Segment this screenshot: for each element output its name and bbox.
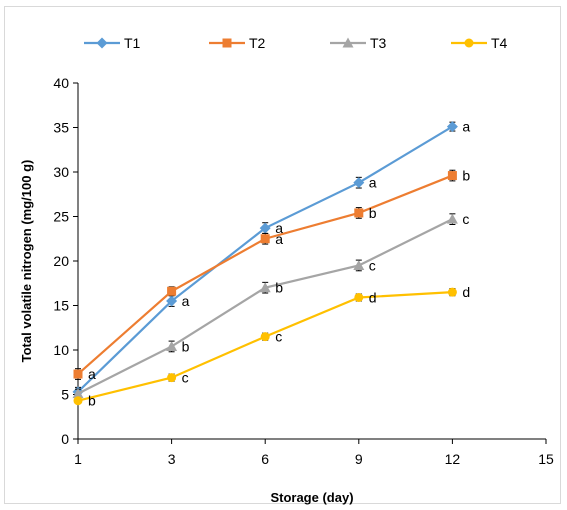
legend-label: T3 xyxy=(370,35,387,51)
legend-marker xyxy=(96,37,108,49)
significance-label: b xyxy=(88,393,96,409)
legend-marker xyxy=(222,38,232,48)
data-point-t1 xyxy=(446,121,458,133)
x-tick-label: 3 xyxy=(168,451,176,467)
legend: T1 T2 T3 T4 xyxy=(84,35,508,51)
data-point-t1 xyxy=(353,177,365,189)
significance-label: a xyxy=(275,220,283,236)
x-tick-label: 9 xyxy=(355,451,363,467)
data-point-t4 xyxy=(260,332,270,342)
significance-label: d xyxy=(369,289,377,305)
significance-label: d xyxy=(462,284,470,300)
data-point-t3 xyxy=(353,259,365,270)
y-tick-label: 0 xyxy=(61,431,69,447)
significance-label: a xyxy=(88,366,96,382)
legend-marker xyxy=(342,37,354,48)
chart-frame xyxy=(4,6,561,504)
y-tick-labels: 0 5 10 15 20 25 30 35 40 xyxy=(53,75,69,447)
data-point-t4 xyxy=(354,292,364,302)
data-point-t2 xyxy=(447,171,457,181)
significance-label: b xyxy=(462,168,470,184)
data-point-t4 xyxy=(447,287,457,297)
legend-label: T1 xyxy=(124,35,141,51)
data-point-t4 xyxy=(73,396,83,406)
legend-item-t1: T1 xyxy=(84,35,141,51)
x-tick-label: 1 xyxy=(74,451,82,467)
significance-label: a xyxy=(182,293,190,309)
data-point-t1 xyxy=(259,222,271,234)
data-point-t2 xyxy=(354,208,364,218)
data-point-t4 xyxy=(167,373,177,383)
legend-item-t4: T4 xyxy=(451,35,508,51)
significance-label: b xyxy=(275,280,283,296)
y-tick-label: 15 xyxy=(53,298,69,314)
x-tick-label: 12 xyxy=(445,451,461,467)
y-tick-label: 5 xyxy=(61,387,69,403)
y-tick-label: 30 xyxy=(53,164,69,180)
significance-label: c xyxy=(462,211,469,227)
significance-label: a xyxy=(462,119,470,135)
y-tick-label: 25 xyxy=(53,209,69,225)
data-point-t2 xyxy=(167,286,177,296)
significance-label: a xyxy=(369,175,377,191)
significance-label: b xyxy=(369,205,377,221)
y-tick-label: 10 xyxy=(53,342,69,358)
data-point-t3 xyxy=(259,282,271,293)
significance-label: c xyxy=(369,257,376,273)
data-point-t1 xyxy=(166,295,178,307)
data-point-t3 xyxy=(72,388,84,399)
significance-label: b xyxy=(182,338,190,354)
x-axis-label: Storage (day) xyxy=(270,490,353,505)
x-tick-label: 6 xyxy=(261,451,269,467)
y-tick-label: 35 xyxy=(53,120,69,136)
data-point-t3 xyxy=(166,340,178,351)
data-point-t3 xyxy=(446,213,458,224)
y-axis-label: Total volatile nitrogen (mg/100 g) xyxy=(19,160,34,363)
data-point-t2 xyxy=(260,234,270,244)
x-tick-label: 15 xyxy=(538,451,554,467)
legend-label: T4 xyxy=(491,35,508,51)
legend-item-t2: T2 xyxy=(209,35,266,51)
significance-label: c xyxy=(182,370,189,386)
series-line-t3 xyxy=(77,218,453,395)
y-tick-label: 40 xyxy=(53,75,69,91)
legend-marker xyxy=(464,38,474,48)
y-tick-label: 20 xyxy=(53,253,69,269)
significance-label: c xyxy=(275,329,282,345)
x-tick-labels: 1 3 6 9 12 15 xyxy=(74,451,554,467)
data-point-t2 xyxy=(73,369,83,379)
significance-label: a xyxy=(275,231,283,247)
legend-label: T2 xyxy=(249,35,266,51)
series-line-t4 xyxy=(77,291,453,402)
series-line-t1 xyxy=(77,125,453,393)
series-line-t2 xyxy=(77,174,453,375)
axes xyxy=(73,82,547,444)
legend-item-t3: T3 xyxy=(330,35,387,51)
